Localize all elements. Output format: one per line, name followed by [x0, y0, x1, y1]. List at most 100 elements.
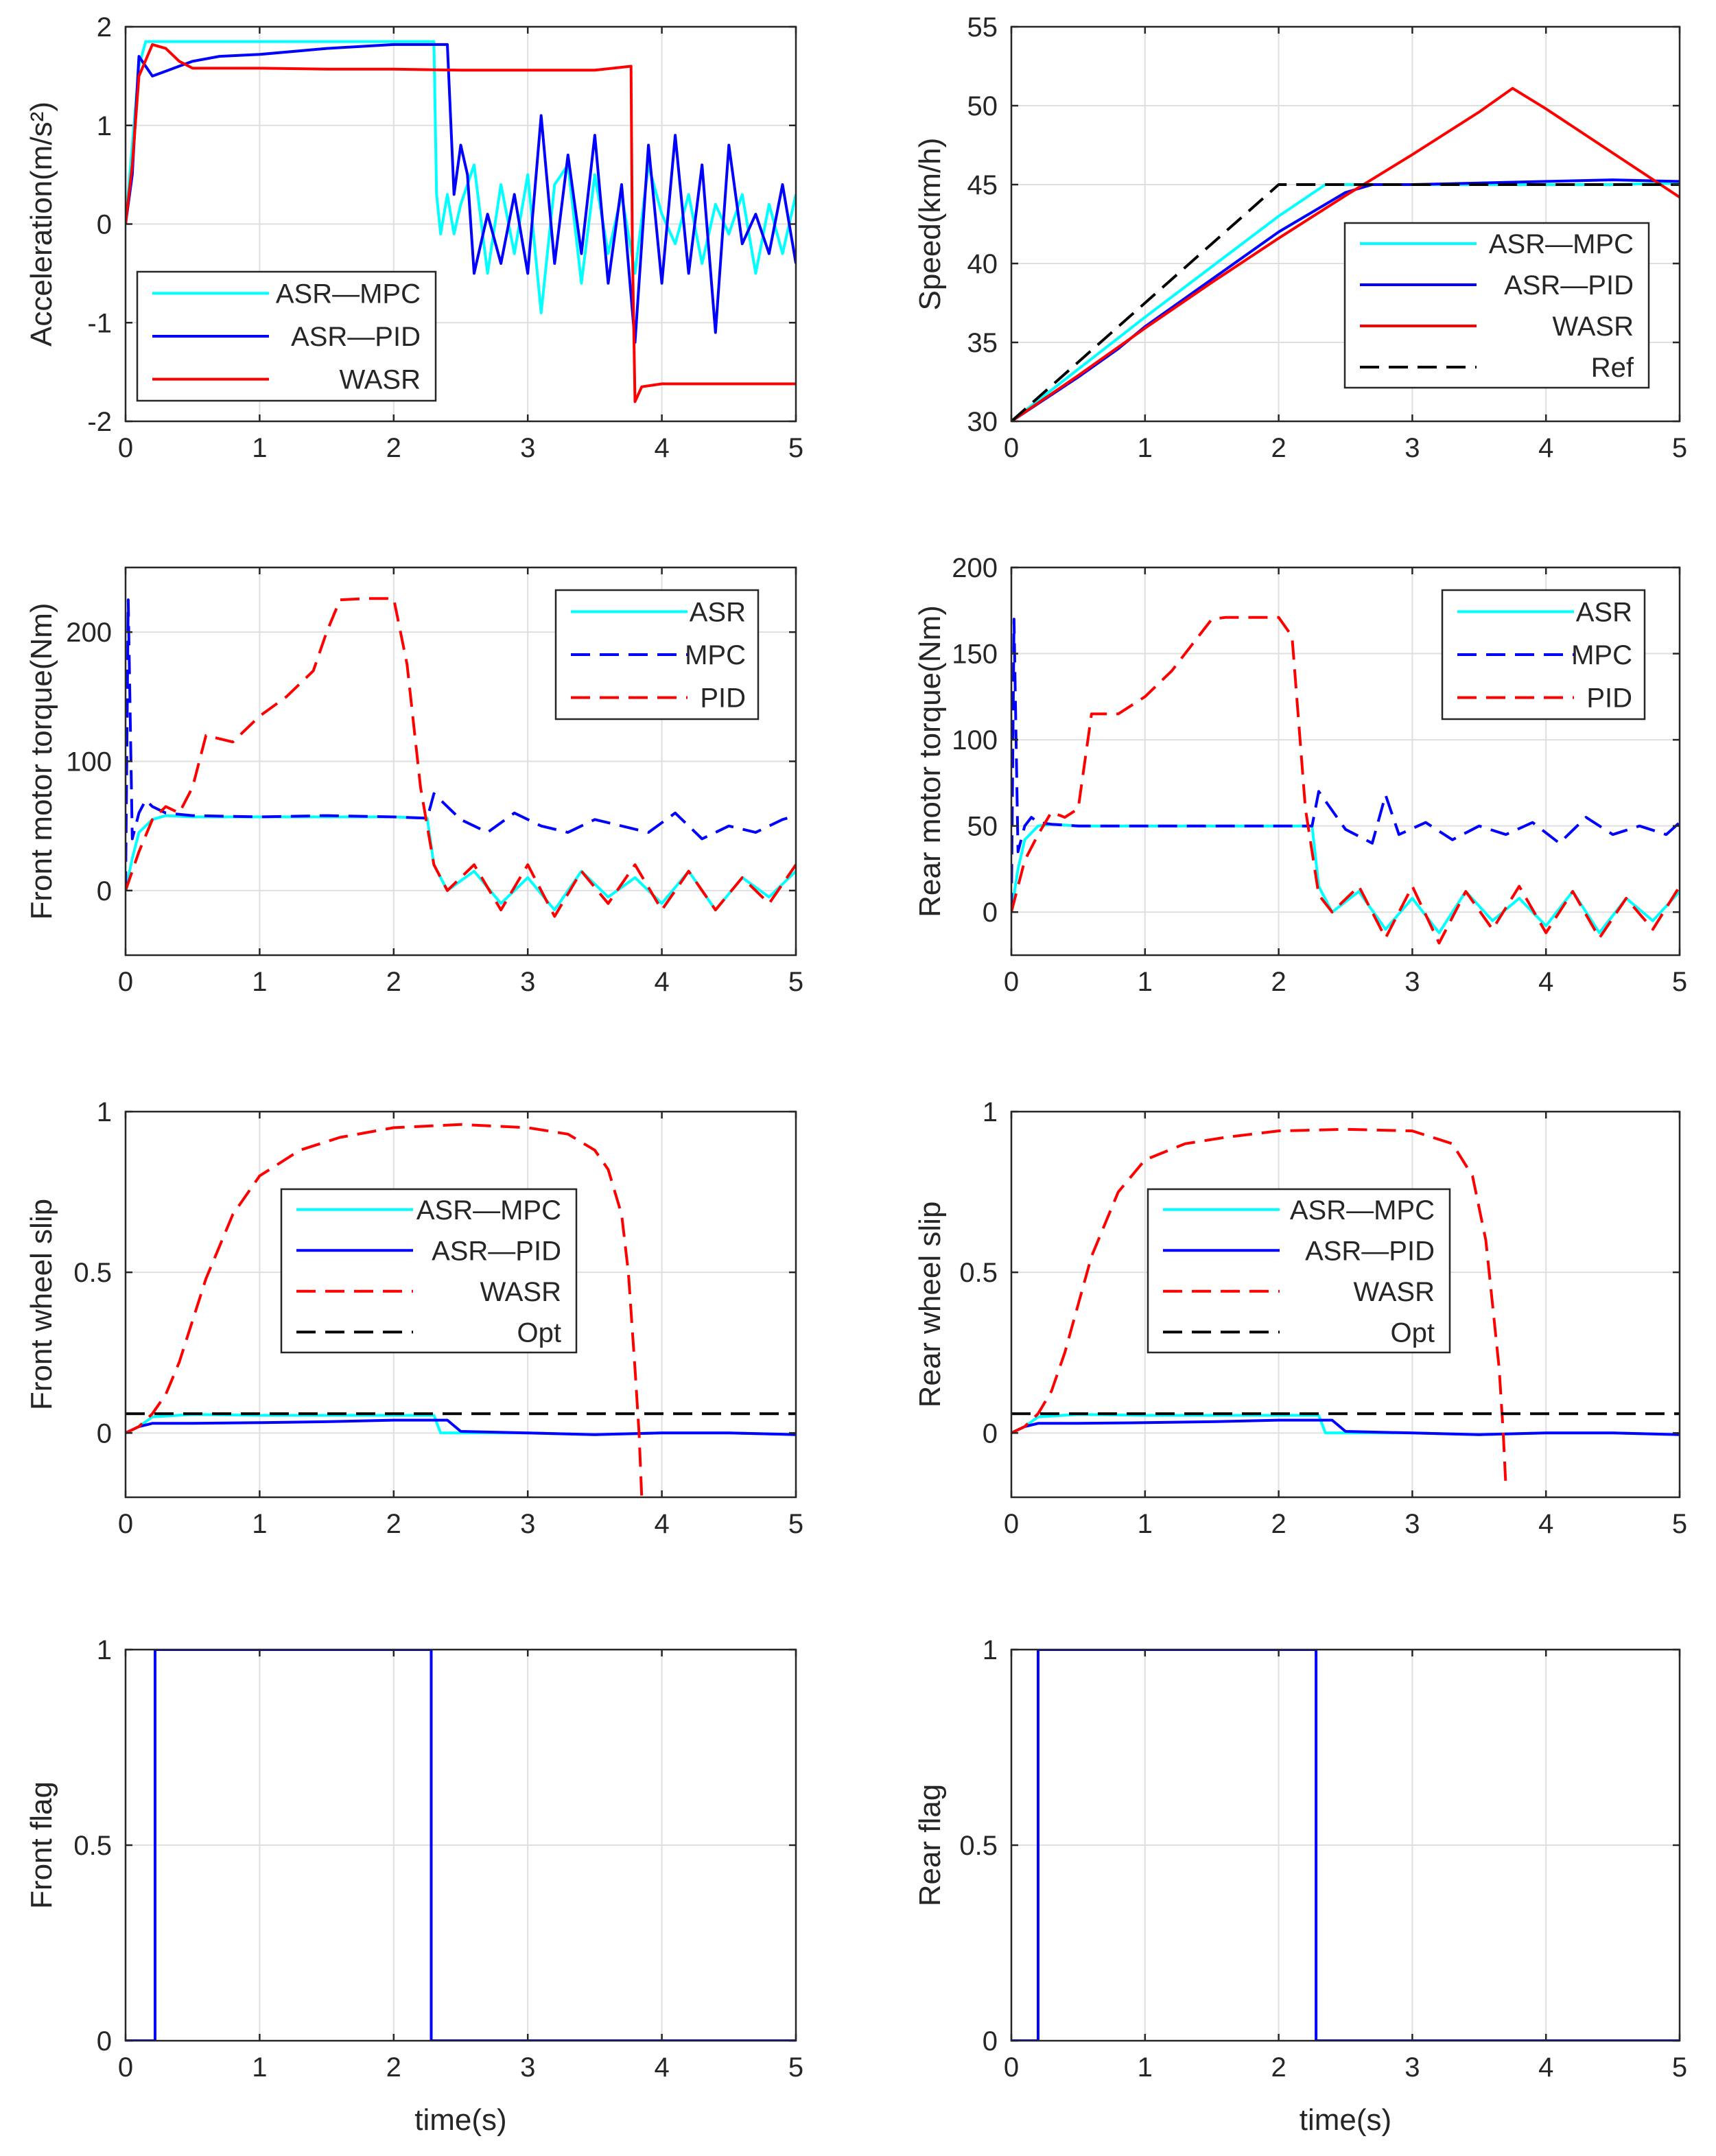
axes-box — [124, 1110, 797, 1499]
x-tick-label: 0 — [1004, 967, 1019, 997]
series-line-wasr — [1011, 1127, 1507, 1488]
y-tick-label: -1 — [87, 308, 112, 338]
x-tick-label: 2 — [1271, 1509, 1286, 1539]
x-tick-label: 1 — [252, 2052, 267, 2083]
legend-label: PID — [700, 683, 746, 714]
y-tick-label: 1 — [983, 1635, 998, 1665]
legend: ASR—MPC ASR—PID WASR Opt — [280, 1188, 578, 1354]
x-tick-label: 0 — [118, 967, 133, 997]
y-axis-label: Front flag — [25, 1781, 58, 1909]
x-tick-label: 3 — [1404, 433, 1420, 463]
x-tick-label: 5 — [788, 433, 803, 463]
x-tick-label: 3 — [520, 2052, 535, 2083]
legend: ASR MPC PID — [1441, 589, 1646, 720]
series-line-pid — [1011, 616, 1680, 945]
x-axis-label: time(s) — [414, 2103, 506, 2137]
legend: ASR—MPC ASR—PID WASR Opt — [1147, 1188, 1451, 1354]
series-line-pid — [126, 597, 796, 918]
legend-label: Ref — [1591, 353, 1634, 383]
series-line-asr-pid — [1011, 1418, 1680, 1436]
x-tick-label: 5 — [1672, 1509, 1687, 1539]
y-tick-label: 50 — [967, 91, 998, 121]
y-tick-label: 50 — [967, 812, 998, 842]
x-tick-label: 3 — [520, 433, 535, 463]
x-tick-label: 1 — [1138, 1509, 1153, 1539]
chart-panel-3: 0 1 2 3 4 5 0 100 200 Front motor torque(Nm) ASR MP… — [25, 566, 803, 997]
x-tick-label: 2 — [1271, 433, 1286, 463]
x-tick-label: 5 — [788, 1509, 803, 1539]
y-tick-label: 0.5 — [73, 1831, 112, 1861]
legend: ASR—MPC ASR—PID WASR Ref — [1343, 222, 1650, 389]
x-tick-label: 1 — [252, 1509, 267, 1539]
chart-panel-8: 0 1 2 3 4 5 0 0.5 1 Rear flag time(s) — [913, 1635, 1687, 2137]
x-axis-label: time(s) — [1300, 2103, 1391, 2137]
legend-label: ASR—MPC — [1290, 1195, 1435, 1226]
y-tick-label: 0 — [983, 1418, 998, 1449]
y-tick-label: 0.5 — [959, 1831, 998, 1861]
legend-label: ASR—PID — [291, 322, 421, 352]
chart-panel-7: 0 1 2 3 4 5 0 0.5 1 Front flag time(s) — [25, 1635, 803, 2137]
x-tick-label: 3 — [1404, 967, 1420, 997]
y-axis-label: Rear flag — [913, 1784, 947, 1907]
legend-label: ASR—PID — [1305, 1236, 1435, 1266]
x-tick-label: 3 — [1404, 2052, 1420, 2083]
y-tick-label: 45 — [967, 170, 998, 200]
legend-label: WASR — [1353, 1277, 1435, 1307]
y-axis-label: Front motor torque(Nm) — [25, 602, 58, 919]
y-tick-label: 1 — [97, 1097, 112, 1127]
legend-label: WASR — [1552, 312, 1634, 342]
y-tick-label: 0 — [97, 1418, 112, 1449]
x-tick-label: 3 — [1404, 1509, 1420, 1539]
x-tick-label: 4 — [1538, 433, 1553, 463]
x-tick-label: 4 — [654, 433, 669, 463]
y-tick-label: 100 — [952, 725, 998, 755]
chart-panel-6: 0 1 2 3 4 5 0 0.5 1 Rear wheel slip ASR—MPC ASR—PID… — [913, 1097, 1687, 1539]
x-tick-label: 5 — [1672, 967, 1687, 997]
y-tick-label: 1 — [983, 1097, 998, 1127]
series-line-wasr — [126, 1123, 644, 1497]
x-tick-label: 0 — [118, 433, 133, 463]
y-tick-label: 200 — [66, 618, 112, 648]
x-tick-label: 2 — [386, 967, 401, 997]
chart-panel-5: 0 1 2 3 4 5 0 0.5 1 Front wheel slip ASR—MPC ASR—PI… — [25, 1097, 803, 1539]
series-line-wasr — [1011, 86, 1680, 421]
y-tick-label: 1 — [97, 111, 112, 141]
x-tick-label: 5 — [788, 2052, 803, 2083]
y-tick-label: 35 — [967, 328, 998, 358]
series-line-ref — [1011, 183, 1680, 421]
y-tick-label: 0 — [97, 2026, 112, 2057]
y-tick-label: 0 — [97, 876, 112, 906]
y-tick-label: 100 — [66, 747, 112, 777]
x-tick-label: 1 — [1138, 433, 1153, 463]
legend-label: ASR—MPC — [1489, 229, 1634, 259]
legend-label: MPC — [1571, 640, 1632, 670]
y-tick-label: 0 — [97, 210, 112, 240]
x-tick-label: 4 — [654, 2052, 669, 2083]
y-axis-label: Rear wheel slip — [913, 1202, 947, 1408]
legend: ASR MPC PID — [554, 589, 760, 720]
x-tick-label: 3 — [520, 1509, 535, 1539]
x-tick-label: 5 — [1672, 2052, 1687, 2083]
legend-label: Opt — [1391, 1317, 1435, 1348]
axes-box — [1010, 25, 1681, 423]
x-tick-label: 2 — [386, 2052, 401, 2083]
legend-label: ASR—MPC — [416, 1195, 561, 1226]
legend-box — [1147, 1188, 1451, 1354]
x-tick-label: 1 — [1138, 967, 1153, 997]
y-tick-label: 1 — [97, 1635, 112, 1665]
x-tick-label: 1 — [1138, 2052, 1153, 2083]
series-line-mpc — [1011, 618, 1680, 913]
y-axis-label: Front wheel slip — [25, 1199, 58, 1410]
x-tick-label: 4 — [1538, 2052, 1553, 2083]
y-tick-label: 200 — [952, 553, 998, 583]
x-tick-label: 2 — [386, 433, 401, 463]
series-line-asr-pid — [126, 1418, 796, 1436]
x-tick-label: 5 — [1672, 433, 1687, 463]
legend-label: ASR—MPC — [276, 279, 421, 309]
y-tick-label: 0 — [983, 898, 998, 928]
x-tick-label: 0 — [118, 2052, 133, 2083]
legend-label: ASR — [690, 597, 746, 627]
series-line-wasr — [126, 43, 796, 403]
